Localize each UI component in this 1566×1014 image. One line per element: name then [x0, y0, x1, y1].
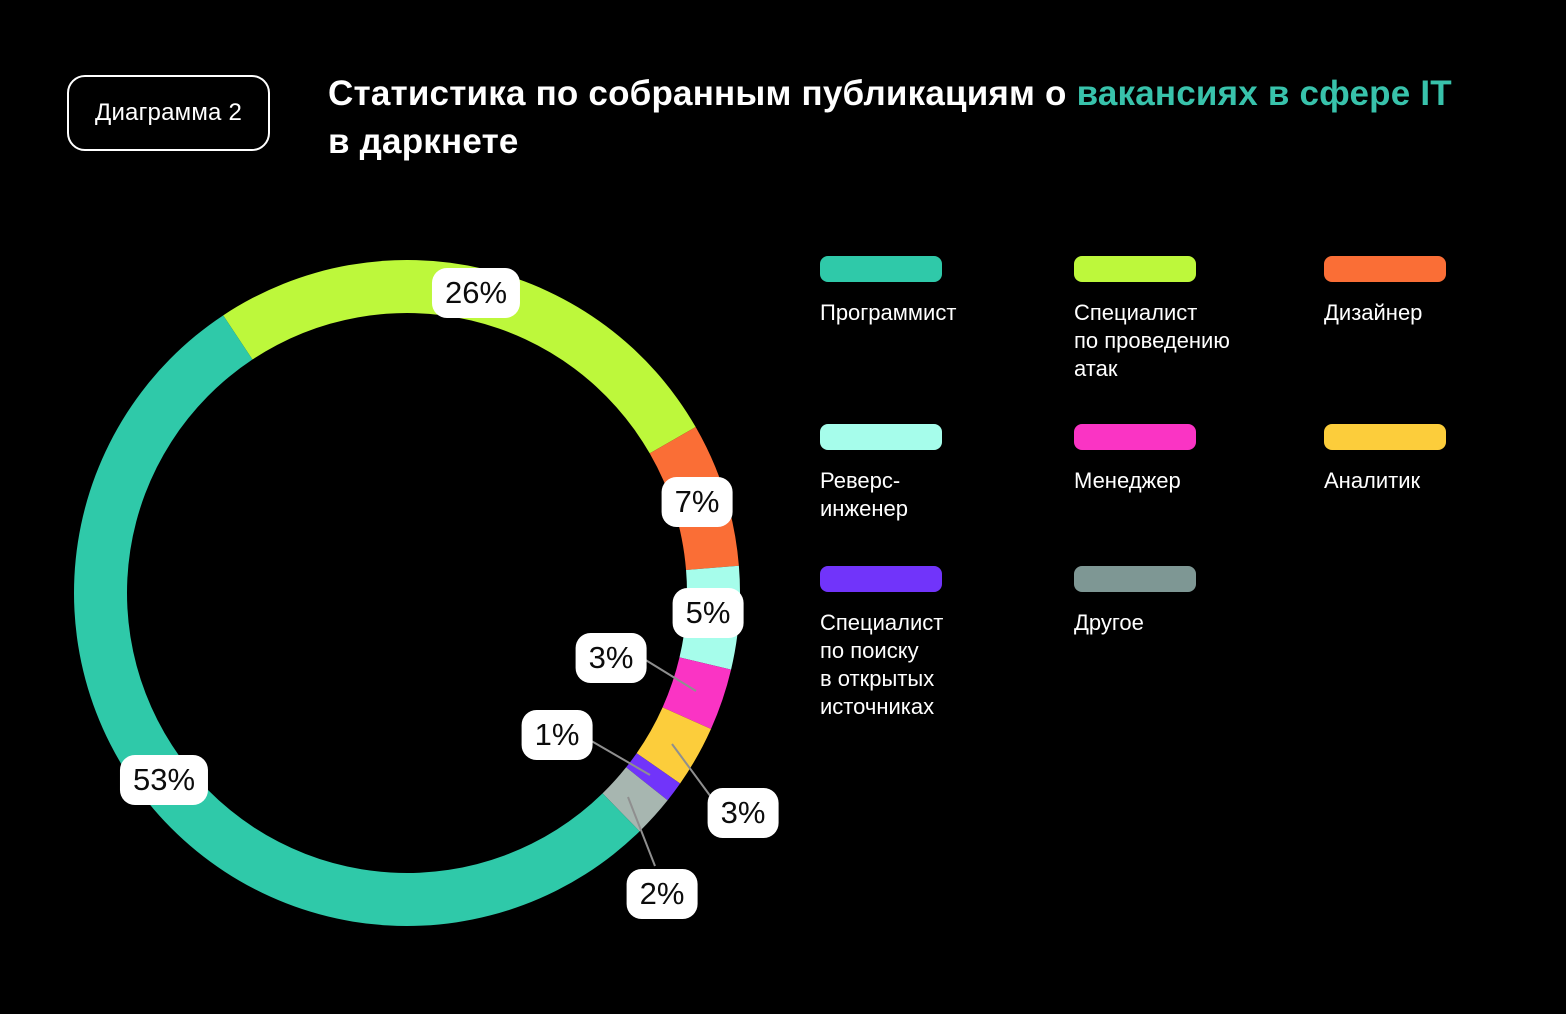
donut-slice-attack-specialist [223, 259, 696, 454]
donut-slice-osint-specialist [626, 753, 681, 801]
legend-item-programmer: Программист [820, 256, 1062, 327]
legend-label-manager: Менеджер [1074, 468, 1181, 493]
legend-item-manager: Менеджер [1074, 424, 1316, 495]
pct-label-attack-specialist: 26% [431, 268, 521, 318]
diagram-number-label: Диаграмма 2 [94, 99, 243, 126]
legend-item-attack-specialist: Специалист по проведению атак [1074, 256, 1316, 383]
title-text: Статистика по собранным публикациям о [328, 74, 1077, 113]
donut-slice-other [602, 767, 668, 832]
legend-swatch-analyst [1324, 424, 1446, 450]
legend-label-analyst: Аналитик [1324, 468, 1421, 493]
legend-swatch-osint-specialist [820, 566, 942, 592]
title-accent-text: вакансиях в сфере IT [1076, 74, 1452, 113]
legend-swatch-reverse-engineer [820, 424, 942, 450]
title-line-1: Статистика по собранным публикациям о ва… [328, 70, 1452, 118]
legend-item-designer: Дизайнер [1324, 256, 1566, 327]
pct-label-analyst: 3% [707, 788, 779, 838]
legend-swatch-designer [1324, 256, 1446, 282]
page-title: Статистика по собранным публикациям о ва… [328, 70, 1452, 166]
legend-swatch-programmer [820, 256, 942, 282]
donut-slice-manager [662, 657, 732, 729]
legend-label-programmer: Программист [820, 300, 957, 325]
pct-label-programmer: 53% [119, 755, 209, 805]
legend-swatch-other [1074, 566, 1196, 592]
legend-label-osint-specialist: Специалист по поиску в открытых источник… [820, 610, 944, 719]
pct-label-reverse-engineer: 5% [672, 588, 744, 638]
legend-item-reverse-engineer: Реверс- инженер [820, 424, 1062, 523]
legend-item-other: Другое [1074, 566, 1316, 637]
pct-label-other: 2% [626, 869, 698, 919]
leader-line [671, 743, 715, 802]
pct-label-designer: 7% [661, 477, 733, 527]
legend-swatch-attack-specialist [1074, 256, 1196, 282]
legend-item-osint-specialist: Специалист по поиску в открытых источник… [820, 566, 1062, 721]
title-line-2: в даркнете [328, 122, 519, 161]
diagram-number-badge: Диаграмма 2 [67, 75, 270, 151]
legend-swatch-manager [1074, 424, 1196, 450]
leader-line [643, 658, 697, 692]
legend-item-analyst: Аналитик [1324, 424, 1566, 495]
legend-label-other: Другое [1074, 610, 1144, 635]
legend-label-reverse-engineer: Реверс- инженер [820, 468, 909, 521]
legend-label-designer: Дизайнер [1324, 300, 1423, 325]
pct-label-osint-specialist: 1% [521, 710, 593, 760]
donut-slice-programmer [74, 315, 640, 926]
leader-line [587, 738, 651, 776]
pct-label-manager: 3% [575, 633, 647, 683]
legend-label-attack-specialist: Специалист по проведению атак [1074, 300, 1230, 381]
leader-line [627, 796, 656, 867]
